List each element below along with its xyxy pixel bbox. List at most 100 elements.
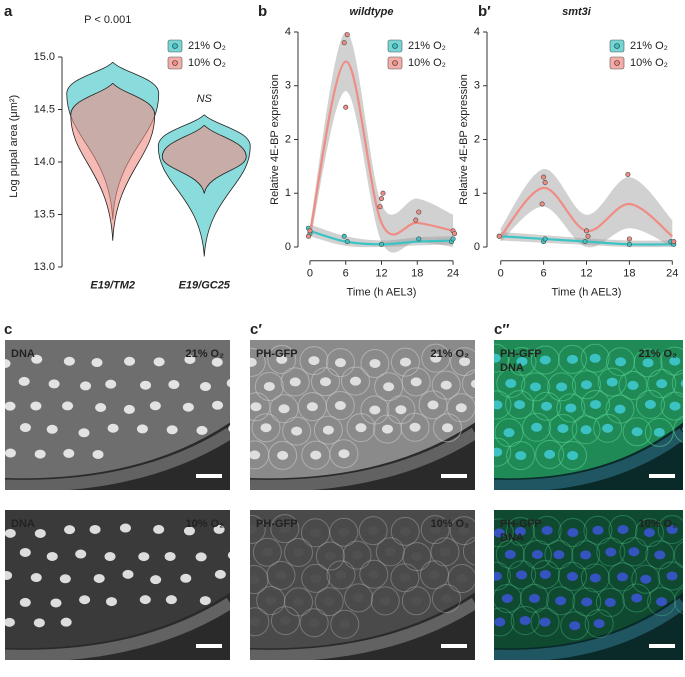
nucleus (31, 354, 43, 364)
cell-outline (506, 441, 536, 471)
data-point (496, 233, 502, 239)
tissue (250, 510, 475, 649)
nucleus (279, 524, 291, 534)
cell-outline (571, 415, 601, 445)
cell-outline (461, 369, 475, 399)
nucleus (429, 570, 441, 580)
cell-outline (571, 370, 601, 400)
nucleus (643, 528, 655, 538)
nucleus (369, 358, 381, 368)
panel-letter: c (4, 321, 12, 338)
y-tick-label: 1 (474, 187, 480, 199)
cell-outline (544, 540, 574, 570)
cell-outline (494, 583, 522, 613)
nucleus (519, 616, 531, 626)
cell-outline (270, 606, 300, 636)
cell-outline (645, 540, 675, 570)
x-axis-label: Time (h AEL3) (347, 287, 417, 299)
nucleus (291, 426, 303, 436)
nucleus (33, 618, 45, 628)
nucleus (368, 569, 380, 579)
data-point (671, 239, 677, 245)
data-point (583, 228, 589, 234)
y-tick-label: 14.5 (34, 103, 55, 115)
nucleus (410, 377, 422, 387)
cell-outline (507, 560, 537, 590)
nucleus (458, 526, 470, 536)
cell-outline (300, 518, 330, 548)
cell-outline (556, 393, 586, 423)
cell-outline (622, 583, 652, 613)
x-tick-label: 18 (623, 268, 635, 280)
nucleus (656, 597, 668, 607)
nucleus (580, 550, 592, 560)
nucleus (682, 427, 683, 432)
cell-outline (250, 514, 266, 544)
nucleus (228, 425, 230, 432)
cell-outline (254, 371, 284, 401)
cell-outline (522, 539, 552, 569)
cell-outline (447, 563, 475, 593)
data-point (585, 233, 591, 239)
nucleus (122, 569, 134, 579)
nucleus (166, 425, 178, 435)
nucleus (278, 404, 290, 414)
nucleus (439, 547, 451, 557)
nucleus (539, 355, 551, 365)
nucleus (553, 550, 565, 560)
nucleus (183, 526, 195, 536)
nucleus (60, 617, 72, 627)
violin (161, 124, 247, 194)
nucleus (589, 353, 601, 363)
nucleus (226, 378, 230, 388)
cell-outline (325, 391, 355, 421)
cell-outline (532, 515, 562, 545)
cell-outline (421, 343, 451, 373)
nucleus (544, 449, 556, 459)
nucleus (5, 359, 11, 369)
legend-label: 21% O₂ (408, 40, 446, 52)
data-point (378, 241, 384, 247)
cell-outline (390, 563, 420, 593)
data-point (307, 228, 313, 234)
nucleus (293, 547, 305, 557)
cell-outline (390, 347, 420, 377)
nucleus (89, 524, 101, 534)
micrograph-content (5, 340, 230, 490)
nucleus (214, 569, 226, 579)
nucleus (136, 424, 148, 434)
cell-outline (400, 412, 430, 442)
nucleus (470, 379, 475, 389)
cell-outline (250, 347, 266, 377)
nucleus (180, 573, 192, 583)
data-point (450, 236, 456, 242)
nucleus (119, 523, 131, 533)
nucleus (34, 528, 46, 538)
nucleus (503, 428, 515, 438)
tissue (5, 340, 230, 479)
nucleus (308, 618, 320, 628)
nucleus (514, 400, 526, 410)
nucleus (539, 569, 551, 579)
micrograph-content (250, 510, 475, 660)
data-point (343, 104, 349, 110)
data-point (541, 174, 547, 180)
x-tick-label: 6 (541, 268, 547, 280)
nucleus (669, 356, 681, 366)
cell-outline (595, 587, 625, 617)
nucleus (5, 570, 13, 580)
nucleus (105, 379, 117, 389)
data-point (626, 236, 632, 242)
nucleus (335, 570, 347, 580)
panel-letter: c″ (494, 321, 510, 338)
cell-outline (505, 516, 535, 546)
legend-label: 21% O₂ (630, 40, 668, 52)
nucleus (30, 573, 42, 583)
nucleus (531, 422, 543, 432)
nucleus (165, 595, 177, 605)
legend-label: 10% O₂ (630, 57, 668, 69)
cell-outline (402, 542, 432, 572)
cell-outline (282, 416, 312, 446)
cell-outline (346, 413, 376, 443)
